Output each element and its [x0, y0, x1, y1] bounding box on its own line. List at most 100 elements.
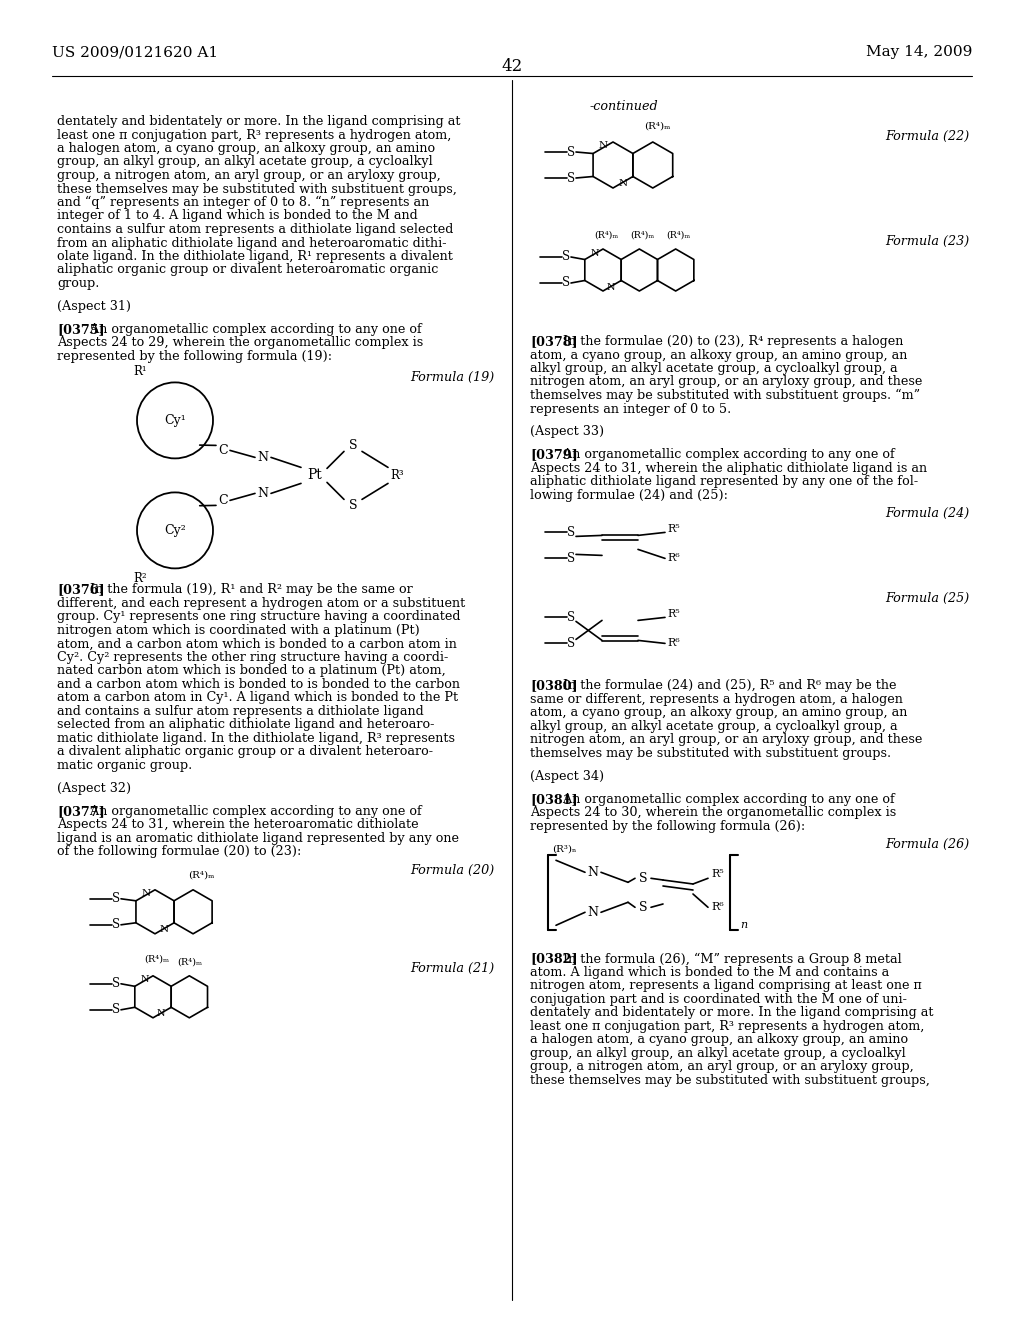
- Text: alkyl group, an alkyl acetate group, a cycloalkyl group, a: alkyl group, an alkyl acetate group, a c…: [530, 719, 898, 733]
- Text: N: N: [160, 925, 169, 935]
- Text: (R⁴)ₘ: (R⁴)ₘ: [667, 231, 691, 240]
- Text: Aspects 24 to 31, wherein the heteroaromatic dithiolate: Aspects 24 to 31, wherein the heteroarom…: [57, 818, 419, 832]
- Text: group, an alkyl group, an alkyl acetate group, a cycloalkyl: group, an alkyl group, an alkyl acetate …: [530, 1047, 906, 1060]
- Text: [0382]: [0382]: [530, 952, 578, 965]
- Text: R⁵: R⁵: [711, 870, 724, 879]
- Text: atom. A ligand which is bonded to the M and contains a: atom. A ligand which is bonded to the M …: [530, 966, 889, 979]
- Text: Formula (22): Formula (22): [885, 129, 969, 143]
- Text: represented by the following formula (26):: represented by the following formula (26…: [530, 820, 805, 833]
- Text: R²: R²: [133, 573, 147, 585]
- Text: In the formulae (24) and (25), R⁵ and R⁶ may be the: In the formulae (24) and (25), R⁵ and R⁶…: [559, 680, 896, 693]
- Text: S: S: [567, 611, 575, 624]
- Text: nated carbon atom which is bonded to a platinum (Pt) atom,: nated carbon atom which is bonded to a p…: [57, 664, 445, 677]
- Text: n: n: [740, 920, 748, 931]
- Text: (R⁴)ₘ: (R⁴)ₘ: [144, 954, 170, 964]
- Text: Cy¹: Cy¹: [164, 414, 186, 426]
- Text: S: S: [562, 276, 570, 289]
- Text: C: C: [218, 494, 227, 507]
- Text: N: N: [588, 906, 598, 919]
- Text: represents an integer of 0 to 5.: represents an integer of 0 to 5.: [530, 403, 731, 416]
- Text: (R⁴)ₘ: (R⁴)ₘ: [644, 121, 671, 131]
- Text: aliphatic organic group or divalent heteroaromatic organic: aliphatic organic group or divalent hete…: [57, 264, 438, 276]
- Text: these themselves may be substituted with substituent groups,: these themselves may be substituted with…: [57, 182, 457, 195]
- Text: S: S: [639, 871, 647, 884]
- Text: group. Cy¹ represents one ring structure having a coordinated: group. Cy¹ represents one ring structure…: [57, 610, 461, 623]
- Text: (R⁴)ₘ: (R⁴)ₘ: [594, 231, 618, 240]
- Text: and a carbon atom which is bonded to is bonded to the carbon: and a carbon atom which is bonded to is …: [57, 678, 460, 690]
- Text: Formula (21): Formula (21): [410, 962, 494, 974]
- Text: nitrogen atom, an aryl group, or an aryloxy group, and these: nitrogen atom, an aryl group, or an aryl…: [530, 375, 923, 388]
- Text: R⁶: R⁶: [667, 553, 680, 564]
- Text: a halogen atom, a cyano group, an alkoxy group, an amino: a halogen atom, a cyano group, an alkoxy…: [530, 1034, 908, 1047]
- Text: group, a nitrogen atom, an aryl group, or an aryloxy group,: group, a nitrogen atom, an aryl group, o…: [530, 1060, 913, 1073]
- Text: In the formula (19), R¹ and R² may be the same or: In the formula (19), R¹ and R² may be th…: [86, 583, 413, 597]
- Text: (Aspect 33): (Aspect 33): [530, 425, 604, 438]
- Text: S: S: [562, 251, 570, 264]
- Text: a halogen atom, a cyano group, an alkoxy group, an amino: a halogen atom, a cyano group, an alkoxy…: [57, 143, 435, 154]
- Text: (R⁴)ₘ: (R⁴)ₘ: [177, 958, 202, 966]
- Text: selected from an aliphatic dithiolate ligand and heteroaro-: selected from an aliphatic dithiolate li…: [57, 718, 434, 731]
- Text: lowing formulae (24) and (25):: lowing formulae (24) and (25):: [530, 488, 728, 502]
- Text: R⁵: R⁵: [667, 524, 680, 535]
- Text: S: S: [567, 525, 575, 539]
- Text: [0381]: [0381]: [530, 793, 578, 805]
- Text: matic organic group.: matic organic group.: [57, 759, 193, 772]
- Text: Formula (20): Formula (20): [410, 863, 494, 876]
- Text: Cy². Cy² represents the other ring structure having a coordi-: Cy². Cy² represents the other ring struc…: [57, 651, 449, 664]
- Text: these themselves may be substituted with substituent groups,: these themselves may be substituted with…: [530, 1073, 930, 1086]
- Text: (Aspect 34): (Aspect 34): [530, 770, 604, 783]
- Text: aliphatic dithiolate ligand represented by any one of the fol-: aliphatic dithiolate ligand represented …: [530, 475, 919, 488]
- Text: May 14, 2009: May 14, 2009: [865, 45, 972, 59]
- Text: An organometallic complex according to any one of: An organometallic complex according to a…: [559, 793, 894, 805]
- Text: group, an alkyl group, an alkyl acetate group, a cycloalkyl: group, an alkyl group, an alkyl acetate …: [57, 156, 433, 169]
- Text: In the formulae (20) to (23), R⁴ represents a halogen: In the formulae (20) to (23), R⁴ represe…: [559, 335, 903, 348]
- Text: from an aliphatic dithiolate ligand and heteroaromatic dithi-: from an aliphatic dithiolate ligand and …: [57, 236, 446, 249]
- Text: integer of 1 to 4. A ligand which is bonded to the M and: integer of 1 to 4. A ligand which is bon…: [57, 210, 418, 223]
- Text: S: S: [349, 438, 357, 451]
- Text: N: N: [598, 141, 607, 150]
- Text: An organometallic complex according to any one of: An organometallic complex according to a…: [86, 805, 422, 818]
- Text: themselves may be substituted with substituent groups. “m”: themselves may be substituted with subst…: [530, 389, 921, 403]
- Text: 42: 42: [502, 58, 522, 75]
- Text: Formula (19): Formula (19): [410, 371, 494, 384]
- Text: same or different, represents a hydrogen atom, a halogen: same or different, represents a hydrogen…: [530, 693, 903, 706]
- Text: atom a carbon atom in Cy¹. A ligand which is bonded to the Pt: atom a carbon atom in Cy¹. A ligand whic…: [57, 692, 458, 705]
- Text: S: S: [112, 892, 120, 906]
- Text: matic dithiolate ligand. In the dithiolate ligand, R³ represents: matic dithiolate ligand. In the dithiola…: [57, 731, 455, 744]
- Text: N: N: [157, 1010, 165, 1018]
- Text: represented by the following formula (19):: represented by the following formula (19…: [57, 350, 332, 363]
- Text: Formula (25): Formula (25): [885, 593, 969, 606]
- Text: N: N: [257, 487, 268, 500]
- Text: atom, and a carbon atom which is bonded to a carbon atom in: atom, and a carbon atom which is bonded …: [57, 638, 457, 651]
- Text: dentately and bidentately or more. In the ligand comprising at: dentately and bidentately or more. In th…: [530, 1006, 934, 1019]
- Text: An organometallic complex according to any one of: An organometallic complex according to a…: [86, 323, 422, 335]
- Text: Aspects 24 to 30, wherein the organometallic complex is: Aspects 24 to 30, wherein the organometa…: [530, 807, 896, 820]
- Text: R⁶: R⁶: [711, 903, 724, 912]
- Text: N: N: [618, 180, 628, 189]
- Text: Pt: Pt: [307, 469, 323, 482]
- Text: [0376]: [0376]: [57, 583, 104, 597]
- Text: S: S: [567, 172, 575, 185]
- Text: dentately and bidentately or more. In the ligand comprising at: dentately and bidentately or more. In th…: [57, 115, 461, 128]
- Text: R³: R³: [390, 469, 403, 482]
- Text: least one π conjugation part, R³ represents a hydrogen atom,: least one π conjugation part, R³ represe…: [57, 128, 452, 141]
- Text: olate ligand. In the dithiolate ligand, R¹ represents a divalent: olate ligand. In the dithiolate ligand, …: [57, 249, 453, 263]
- Text: alkyl group, an alkyl acetate group, a cycloalkyl group, a: alkyl group, an alkyl acetate group, a c…: [530, 362, 898, 375]
- Text: different, and each represent a hydrogen atom or a substituent: different, and each represent a hydrogen…: [57, 597, 465, 610]
- Text: group, a nitrogen atom, an aryl group, or an aryloxy group,: group, a nitrogen atom, an aryl group, o…: [57, 169, 440, 182]
- Text: [0379]: [0379]: [530, 449, 578, 462]
- Text: S: S: [639, 900, 647, 913]
- Text: of the following formulae (20) to (23):: of the following formulae (20) to (23):: [57, 845, 301, 858]
- Text: (Aspect 31): (Aspect 31): [57, 300, 131, 313]
- Text: N: N: [607, 282, 615, 292]
- Text: (Aspect 32): (Aspect 32): [57, 781, 131, 795]
- Text: nitrogen atom, an aryl group, or an aryloxy group, and these: nitrogen atom, an aryl group, or an aryl…: [530, 734, 923, 746]
- Text: N: N: [588, 866, 598, 879]
- Text: S: S: [349, 499, 357, 512]
- Text: [0375]: [0375]: [57, 323, 104, 335]
- Text: Aspects 24 to 29, wherein the organometallic complex is: Aspects 24 to 29, wherein the organometa…: [57, 337, 423, 350]
- Text: Aspects 24 to 31, wherein the aliphatic dithiolate ligand is an: Aspects 24 to 31, wherein the aliphatic …: [530, 462, 927, 475]
- Text: [0380]: [0380]: [530, 680, 578, 693]
- Text: and contains a sulfur atom represents a dithiolate ligand: and contains a sulfur atom represents a …: [57, 705, 424, 718]
- Text: group.: group.: [57, 277, 99, 290]
